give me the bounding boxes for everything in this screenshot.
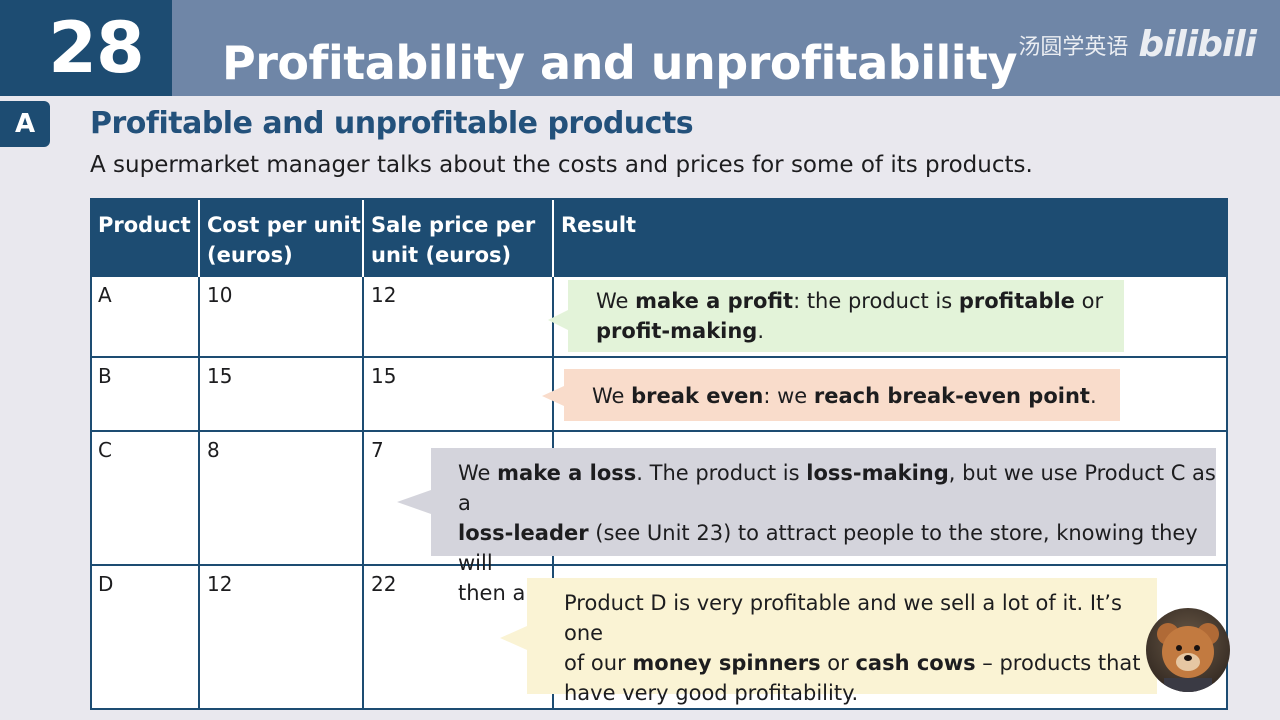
callout-a-line1: We make a profit: the product is profita…	[596, 286, 1124, 316]
key-term: profit-making	[596, 319, 758, 343]
callout-d-line2: of our money spinners or cash cows – pro…	[564, 648, 1157, 678]
cell-sale: 15	[371, 364, 397, 388]
text-span: – products that	[975, 651, 1141, 675]
key-term: profitable	[958, 289, 1075, 313]
row-separator	[90, 564, 1228, 566]
text-span: of our	[564, 651, 633, 675]
callout-product-c: We make a loss. The product is loss-maki…	[431, 448, 1216, 605]
page-title: Profitability and unprofitability	[222, 36, 1018, 90]
callout-product-d: Product D is very profitable and we sell…	[527, 578, 1157, 705]
key-term: money spinners	[632, 651, 821, 675]
row-divider	[362, 277, 364, 356]
watermark-text: 汤圆学英语	[1018, 34, 1129, 60]
cell-cost: 12	[207, 572, 233, 596]
header-divider	[198, 198, 200, 277]
section-heading: Profitable and unprofitable products	[90, 106, 694, 141]
text-span: .	[1089, 384, 1097, 408]
cell-product: D	[98, 572, 114, 596]
key-term: reach break-even point	[813, 384, 1090, 408]
row-separator	[90, 430, 1228, 432]
cell-product: A	[98, 283, 112, 307]
text-span: We	[596, 289, 636, 313]
cell-cost: 10	[207, 283, 233, 307]
bilibili-logo: bilibili	[1138, 24, 1257, 65]
callout-c-line2: loss-leader (see Unit 23) to attract peo…	[458, 518, 1216, 578]
key-term: loss-leader	[458, 521, 589, 545]
key-term: make a loss	[497, 461, 637, 485]
text-span: We	[592, 384, 632, 408]
row-divider	[362, 358, 364, 430]
section-letter: A	[0, 101, 50, 147]
table-header: Product Cost per unit (euros) Sale price…	[90, 198, 1228, 277]
callout-tail	[548, 310, 568, 330]
title-band: Profitability and unprofitability 汤圆学英语 …	[172, 0, 1280, 96]
cell-sale: 22	[371, 572, 397, 596]
text-span: or	[820, 651, 856, 675]
intro-text: A supermarket manager talks about the co…	[90, 152, 1033, 178]
row-divider	[198, 432, 200, 564]
key-term: cash cows	[855, 651, 976, 675]
row-separator	[90, 356, 1228, 358]
header-cost-line2: (euros)	[207, 243, 293, 267]
avatar	[1146, 608, 1230, 692]
cell-product: B	[98, 364, 112, 388]
unit-number-box: 28	[0, 0, 172, 96]
row-divider	[198, 566, 200, 710]
text-span: .	[757, 319, 765, 343]
callout-d-line1: Product D is very profitable and we sell…	[564, 588, 1157, 648]
text-span: or	[1074, 289, 1104, 313]
text-span: (see Unit 23) to attract people to the s…	[458, 521, 1198, 575]
callout-a-line2: profit-making.	[596, 316, 1124, 346]
header-sale: Sale price per unit (euros)	[371, 210, 535, 270]
callout-tail	[542, 386, 564, 406]
row-divider	[362, 566, 364, 710]
callout-product-b: We break even: we reach break-even point…	[564, 369, 1120, 421]
text-span: have very good profitability.	[564, 681, 859, 705]
key-term: loss-making	[806, 461, 949, 485]
header-result: Result	[561, 213, 637, 237]
cell-sale: 12	[371, 283, 397, 307]
header-divider	[362, 198, 364, 277]
header-sale-line1: Sale price per	[371, 213, 536, 237]
callout-b-line1: We break even: we reach break-even point…	[592, 381, 1120, 411]
text-span: We	[458, 461, 498, 485]
header-cost: Cost per unit (euros)	[207, 210, 361, 270]
header-sale-line2: unit (euros)	[371, 243, 512, 267]
row-divider	[198, 277, 200, 356]
row-divider	[198, 358, 200, 430]
row-divider	[362, 432, 364, 564]
cell-cost: 15	[207, 364, 233, 388]
header-product: Product	[98, 213, 191, 237]
text-span: Product D is very profitable and we sell…	[564, 591, 1122, 645]
header-cost-line1: Cost per unit	[207, 213, 361, 237]
text-span: : the product is	[793, 289, 959, 313]
unit-number: 28	[48, 7, 144, 89]
watermark: 汤圆学英语 bilibili	[1018, 24, 1257, 65]
text-span: , but we use Product C as a	[458, 461, 1216, 515]
callout-tail	[397, 490, 431, 514]
callout-c-line1: We make a loss. The product is loss-maki…	[458, 458, 1216, 518]
callout-product-a: We make a profit: the product is profita…	[568, 280, 1124, 352]
callout-tail	[500, 626, 527, 650]
text-span: . The product is	[636, 461, 807, 485]
key-term: break even	[631, 384, 764, 408]
callout-d-line3: have very good profitability.	[564, 678, 1157, 708]
header-divider	[552, 198, 554, 277]
text-span: : we	[763, 384, 814, 408]
key-term: make a profit	[635, 289, 794, 313]
teddy-bear-icon	[1157, 623, 1219, 692]
cell-sale: 7	[371, 438, 384, 462]
cell-cost: 8	[207, 438, 220, 462]
cell-product: C	[98, 438, 112, 462]
